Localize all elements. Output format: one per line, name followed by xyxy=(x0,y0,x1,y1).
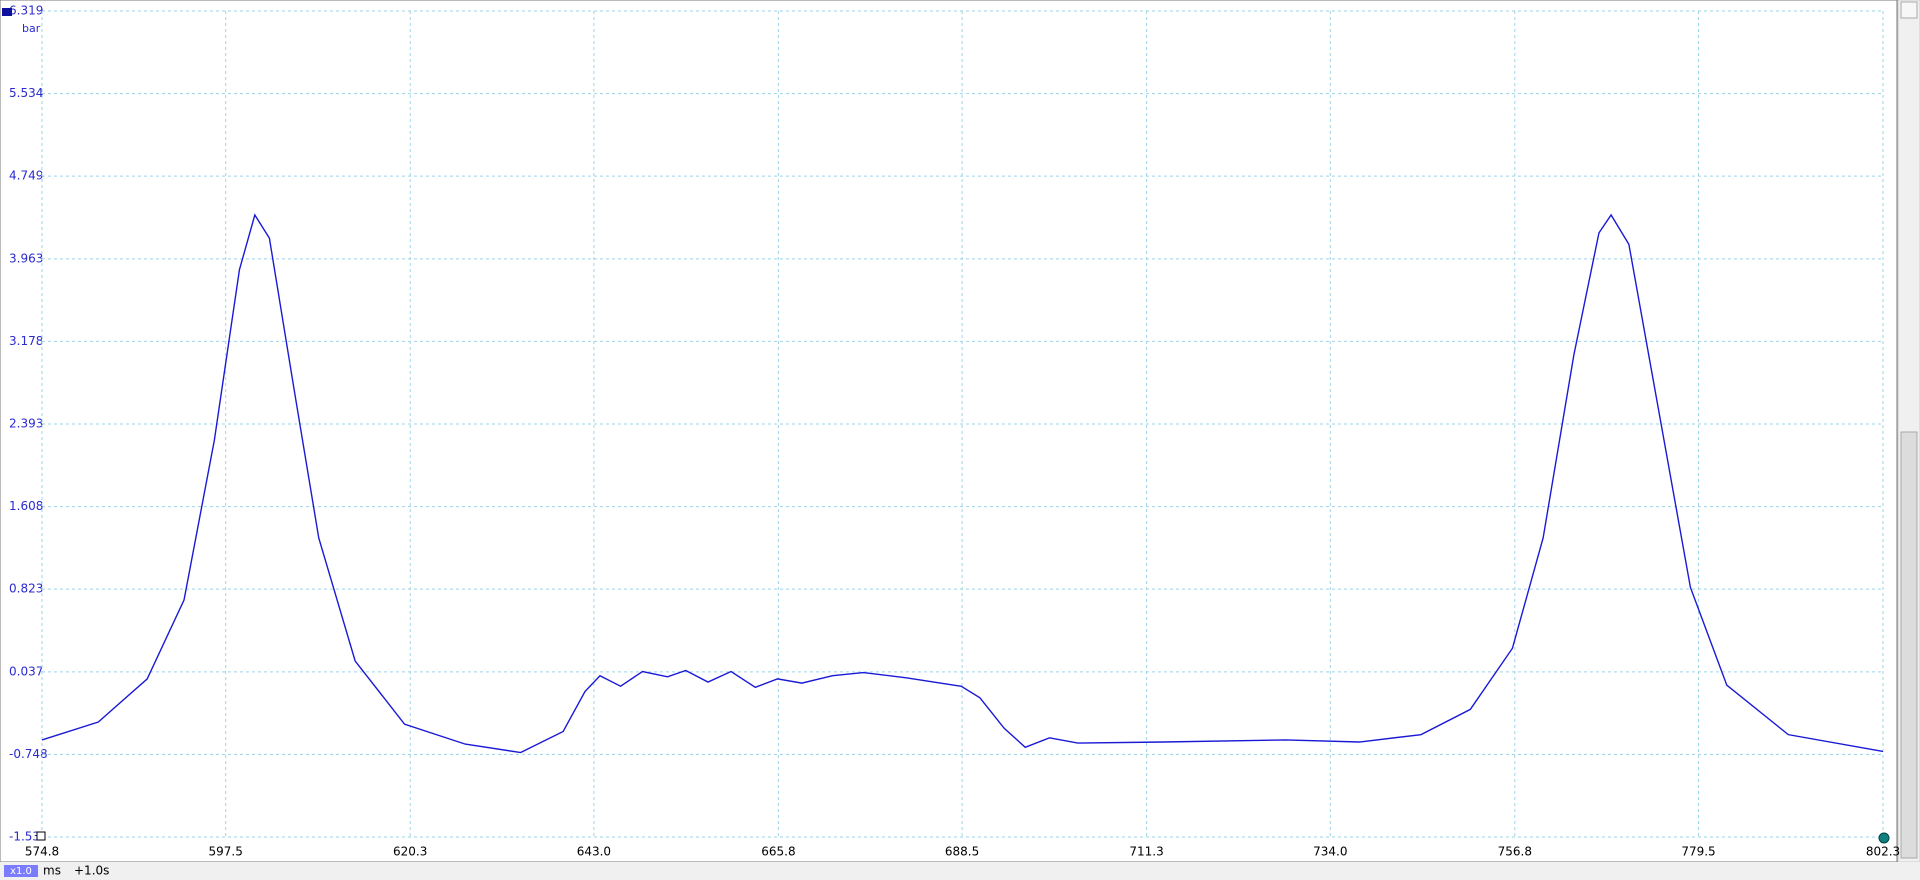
x-tick-label: 574.8 xyxy=(25,845,59,859)
scrollbar-thumb[interactable] xyxy=(1900,431,1918,859)
zoom-box[interactable] xyxy=(4,865,38,877)
x-unit: ms xyxy=(43,864,61,878)
ruler-handle[interactable] xyxy=(1878,832,1890,844)
x-tick-label: 711.3 xyxy=(1129,845,1163,859)
x-tick-label: 665.8 xyxy=(761,845,795,859)
y-tick-label: -1.53 xyxy=(9,830,40,844)
y-tick-label: 2.393 xyxy=(9,417,43,431)
x-tick-label: 779.5 xyxy=(1681,845,1715,859)
x-tick-label: 734.0 xyxy=(1313,845,1347,859)
waveform xyxy=(41,213,1884,754)
y-tick-label: 0.823 xyxy=(9,582,43,596)
y-tick-label: -0.748 xyxy=(9,747,48,761)
time-offset: +1.0s xyxy=(74,864,109,878)
scroll-up[interactable] xyxy=(1900,1,1918,19)
status-bar xyxy=(0,862,1920,880)
x-tick-label: 597.5 xyxy=(209,845,243,859)
x-tick-label: 756.8 xyxy=(1498,845,1532,859)
y-tick-label: 0.037 xyxy=(9,664,43,678)
ruler-handle[interactable] xyxy=(2,8,12,16)
trigger-marker[interactable] xyxy=(36,831,46,841)
x-tick-label: 802.3 xyxy=(1866,845,1900,859)
y-tick-label: 4.749 xyxy=(9,169,43,183)
x-tick-label: 643.0 xyxy=(577,845,611,859)
x-tick-label: 688.5 xyxy=(945,845,979,859)
y-unit: bar xyxy=(22,22,41,35)
y-tick-label: 1.608 xyxy=(9,499,43,513)
y-tick-label: 3.178 xyxy=(9,334,43,348)
zoom-label: x1.0 xyxy=(10,866,32,877)
x-tick-label: 620.3 xyxy=(393,845,427,859)
y-tick-label: 3.963 xyxy=(9,251,43,265)
y-tick-label: 5.534 xyxy=(9,86,43,100)
y-tick-label: 6.319 xyxy=(9,4,43,18)
plot-frame xyxy=(0,0,1898,863)
